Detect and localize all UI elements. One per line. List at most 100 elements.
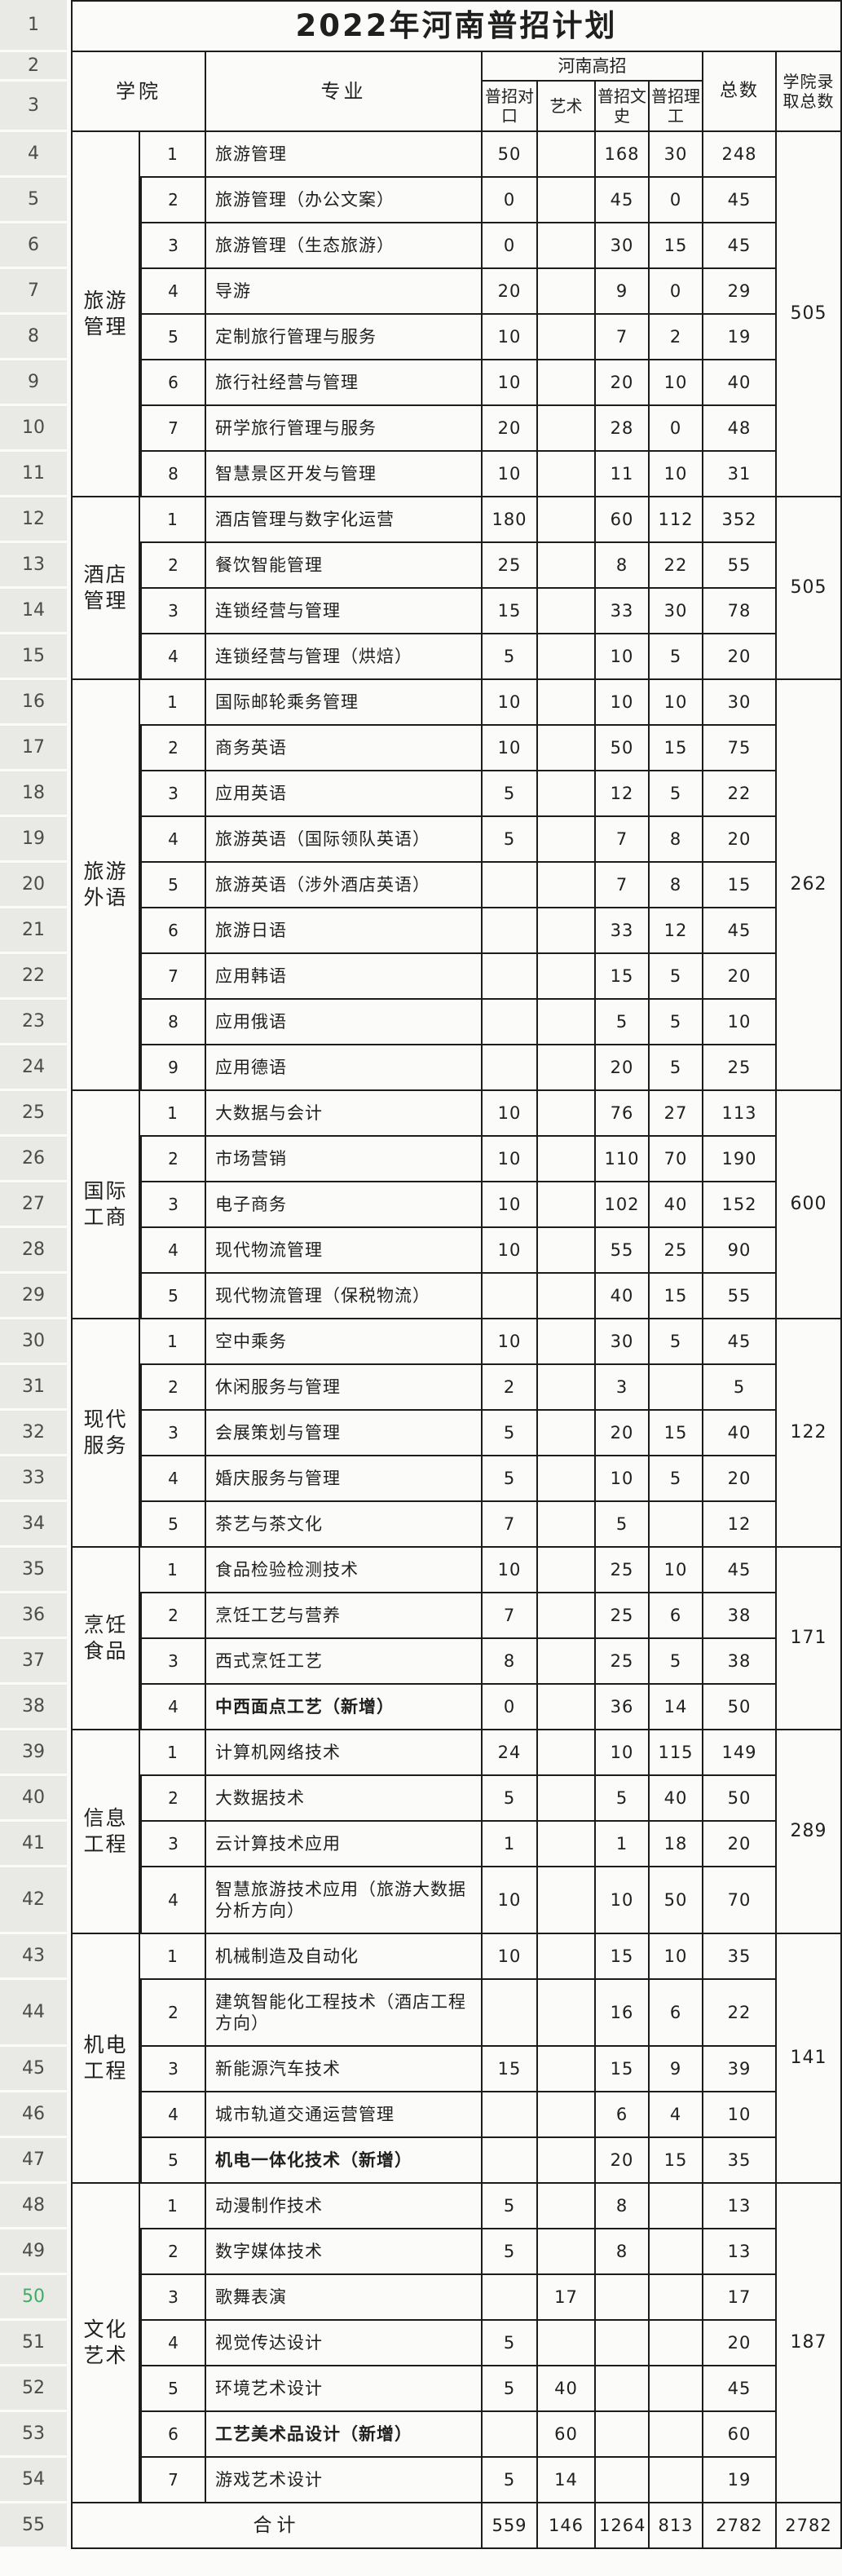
major-name-cell: 大数据技术 [206,1776,483,1822]
major-name-cell: 定制旅行管理与服务 [206,315,483,360]
plan-count-cell: 10 [483,1548,538,1593]
plan-count-cell: 6 [650,1593,703,1639]
major-index-cell: 3 [140,2047,206,2092]
plan-count-cell: 7 [596,817,650,863]
plan-count-cell [538,726,596,771]
table-row: 29 5 现代物流管理（保税物流） 40 15 55 [0,1274,842,1319]
major-name-cell: 旅游管理（生态旅游） [206,223,483,269]
row-number: 33 [0,1456,71,1502]
plan-count-cell: 1 [483,1822,538,1867]
plan-count-cell: 45 [703,223,777,269]
college-admit-total-cell: 187 [777,2184,842,2503]
row-number: 12 [0,497,71,543]
totals-count-cell: 559 [483,2503,538,2549]
major-index-cell: 1 [140,497,206,543]
plan-count-cell: 20 [596,1045,650,1091]
college-admit-total-cell: 171 [777,1548,842,1730]
row-number: 22 [0,954,71,1000]
plan-count-cell: 5 [650,1319,703,1365]
table-row: 28 4 现代物流管理 10 55 25 90 [0,1228,842,1274]
plan-count-cell: 5 [483,1411,538,1456]
plan-count-cell: 180 [483,497,538,543]
plan-count-cell: 20 [596,2138,650,2184]
plan-count-cell: 25 [483,543,538,589]
major-name-cell: 研学旅行管理与服务 [206,406,483,452]
plan-count-cell: 22 [703,1980,777,2047]
row-number: 10 [0,406,71,452]
plan-count-cell: 13 [703,2229,777,2275]
plan-count-cell: 0 [483,223,538,269]
plan-count-cell: 10 [483,726,538,771]
table-body: 4 旅游管理 1 旅游管理 50 168 30 248 505 5 2 旅游管理（办公文案） 0 45 0 4… [0,132,842,2549]
major-name-cell: 歌舞表演 [206,2275,483,2321]
row-number: 28 [0,1228,71,1274]
plan-count-cell: 10 [483,315,538,360]
plan-count-cell: 0 [650,178,703,223]
major-name-cell: 新能源汽车技术 [206,2047,483,2092]
plan-count-cell [650,2412,703,2458]
major-index-cell: 3 [140,589,206,634]
row-number: 21 [0,908,71,954]
plan-count-cell: 10 [703,1000,777,1045]
major-index-cell: 6 [140,2412,206,2458]
major-index-cell: 1 [140,1091,206,1137]
plan-count-cell: 10 [483,1934,538,1980]
table-row: 14 3 连锁经营与管理 15 33 30 78 [0,589,842,634]
table-row: 21 6 旅游日语 33 12 45 [0,908,842,954]
major-index-cell: 3 [140,771,206,817]
row-number: 47 [0,2138,71,2184]
major-name-cell: 应用韩语 [206,954,483,1000]
major-index-cell: 4 [140,269,206,315]
table-row: 30 现代服务 1 空中乘务 10 30 5 45 122 [0,1319,842,1548]
table-row: 54 7 游戏艺术设计 5 14 19 [0,2458,842,2503]
plan-count-cell: 10 [483,1228,538,1274]
major-index-cell: 3 [140,1182,206,1228]
plan-count-cell [538,2321,596,2366]
plan-count-cell [483,2412,538,2458]
major-index-cell: 7 [140,954,206,1000]
major-index-cell: 1 [140,2184,206,2229]
plan-count-cell: 10 [596,680,650,726]
row-number: 34 [0,1502,71,1548]
row-number: 29 [0,1274,71,1319]
plan-count-cell: 10 [483,1867,538,1934]
table-row: 34 5 茶艺与茶文化 7 5 12 [0,1502,842,1548]
plan-count-cell: 20 [703,954,777,1000]
major-index-cell: 8 [140,1000,206,1045]
row-number: 7 [0,269,71,315]
plan-count-cell [538,1319,596,1365]
table-row: 41 3 云计算技术应用 1 1 18 20 [0,1822,842,1867]
plan-count-cell: 5 [483,634,538,680]
plan-count-cell [538,406,596,452]
row-number: 31 [0,1365,71,1411]
plan-count-cell: 5 [703,1365,777,1411]
plan-count-cell: 8 [596,2229,650,2275]
plan-count-cell: 27 [650,1091,703,1137]
plan-count-cell: 38 [703,1593,777,1639]
table-row: 27 3 电子商务 10 102 40 152 [0,1182,842,1228]
table-row: 48 文化艺术 1 动漫制作技术 5 8 13 187 [0,2184,842,2503]
plan-count-cell [483,954,538,1000]
plan-count-cell: 110 [596,1137,650,1182]
major-name-cell: 中西面点工艺（新增） [206,1685,483,1730]
plan-count-cell [538,589,596,634]
plan-count-cell [650,2321,703,2366]
row-number: 25 [0,1091,71,1137]
plan-count-cell: 48 [703,406,777,452]
plan-count-cell [650,1365,703,1411]
major-name-cell: 现代物流管理（保税物流） [206,1274,483,1319]
table-row: 52 5 环境艺术设计 5 40 45 [0,2366,842,2412]
plan-count-cell [538,2184,596,2229]
plan-count-cell: 15 [650,1411,703,1456]
plan-count-cell: 248 [703,132,777,178]
plan-count-cell: 45 [703,178,777,223]
major-name-cell: 烹饪工艺与营养 [206,1593,483,1639]
row-number: 46 [0,2092,71,2138]
table-row: 44 2 建筑智能化工程技术（酒店工程方向） 16 6 22 [0,1980,842,2047]
plan-count-cell: 18 [650,1822,703,1867]
major-index-cell: 2 [140,1776,206,1822]
major-name-cell: 应用英语 [206,771,483,817]
plan-count-cell: 0 [650,406,703,452]
plan-count-cell: 7 [483,1593,538,1639]
plan-count-cell: 1 [596,1822,650,1867]
